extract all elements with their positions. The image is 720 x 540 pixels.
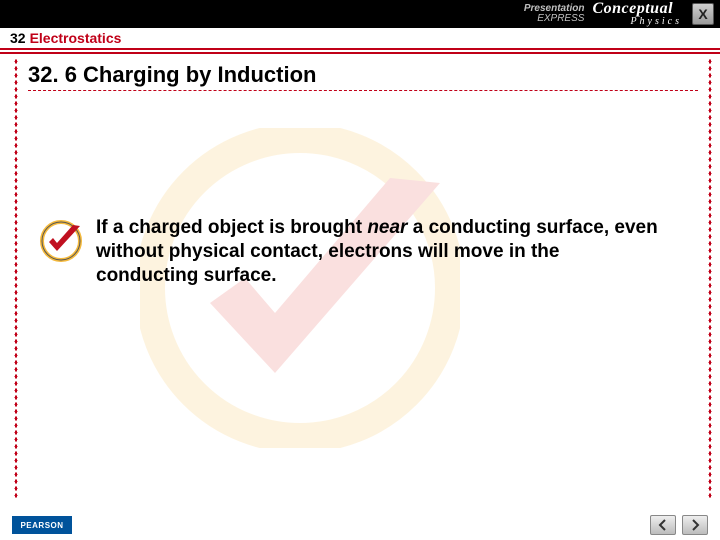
chapter-number: 32 — [10, 30, 26, 46]
nav-arrows — [650, 515, 708, 535]
pearson-logo: PEARSON — [12, 516, 72, 534]
next-button[interactable] — [682, 515, 708, 535]
body-text: If a charged object is brought near a co… — [96, 216, 660, 287]
body-row: If a charged object is brought near a co… — [40, 216, 660, 287]
check-bullet-icon — [40, 220, 82, 262]
section-heading: 32. 6 Charging by Induction — [28, 58, 698, 91]
chapter-title: Electrostatics — [30, 30, 122, 46]
brand-area: Presentation EXPRESS Conceptual Physics — [524, 2, 682, 25]
chevron-right-icon — [689, 519, 701, 531]
brand-main-line2: Physics — [630, 17, 682, 26]
conceptual-physics-logo: Conceptual Physics — [592, 2, 682, 25]
body-text-pre: If a charged object is brought — [96, 217, 367, 238]
checkmark-watermark-icon — [140, 128, 460, 448]
chapter-strip: 32 Electrostatics — [0, 28, 720, 50]
dotted-border-right — [708, 58, 712, 500]
brand-main-line1: Conceptual — [592, 2, 682, 16]
prev-button[interactable] — [650, 515, 676, 535]
body-text-emphasis: near — [367, 217, 407, 238]
content-area: 32. 6 Charging by Induction If a charged… — [0, 58, 720, 500]
chevron-left-icon — [657, 519, 669, 531]
close-button[interactable]: X — [692, 3, 714, 25]
close-icon: X — [698, 6, 707, 22]
top-bar: Presentation EXPRESS Conceptual Physics … — [0, 0, 720, 28]
footer: PEARSON — [0, 510, 720, 540]
brand-small-line2: EXPRESS — [524, 14, 585, 24]
dotted-border-left — [14, 58, 18, 500]
presentation-express-logo: Presentation EXPRESS — [524, 4, 585, 24]
